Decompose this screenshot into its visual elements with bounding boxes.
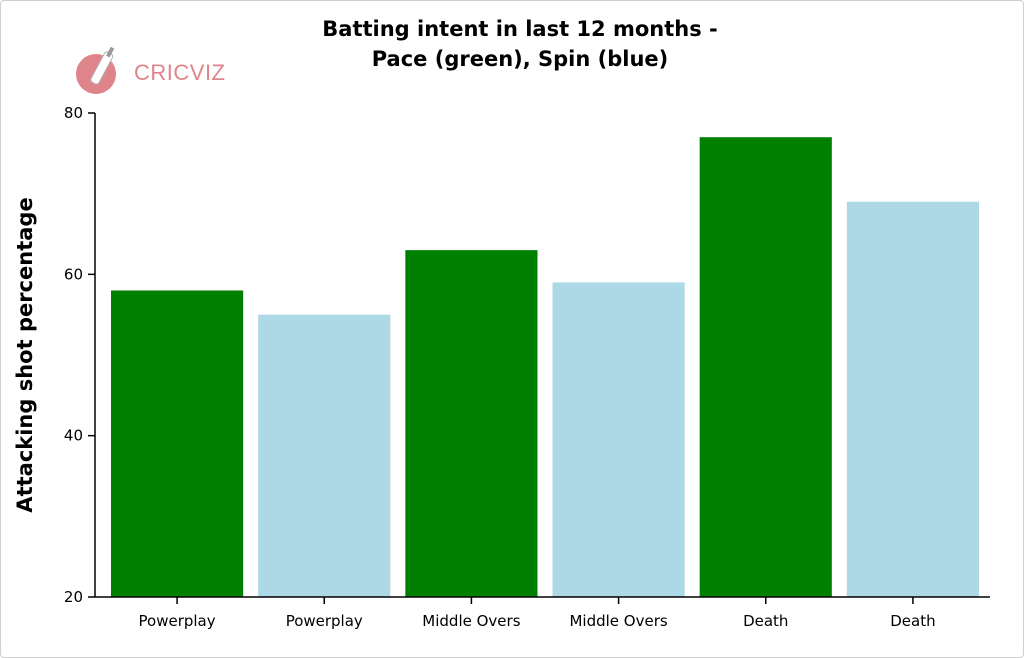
- bars-group: [111, 137, 979, 597]
- bar-2: [258, 314, 391, 597]
- logo-text: CRICVIZ: [134, 60, 226, 85]
- y-tick-label: 80: [64, 104, 83, 122]
- x-tick-label: Death: [743, 612, 788, 630]
- x-tick-label: Powerplay: [139, 612, 216, 630]
- x-tick-label: Powerplay: [286, 612, 363, 630]
- axes-group: [94, 113, 990, 598]
- y-tick-label: 60: [64, 265, 83, 283]
- cricket-bat-logo-icon: [76, 46, 116, 94]
- chart-title: Batting intent in last 12 months - Pace …: [310, 14, 730, 74]
- y-ticks-group: 20 40 60 80: [64, 104, 95, 606]
- y-tick-label: 40: [64, 427, 83, 445]
- x-tick-label: Middle Overs: [422, 612, 520, 630]
- bar-4: [552, 282, 685, 597]
- y-tick-label: 20: [64, 588, 83, 606]
- bar-6: [846, 201, 979, 597]
- y-axis-title: Attacking shot percentage: [13, 197, 37, 512]
- bar-5: [699, 137, 832, 597]
- chart-title-line-1: Batting intent in last 12 months -: [322, 17, 718, 41]
- x-tick-label: Death: [890, 612, 935, 630]
- x-tick-label: Middle Overs: [569, 612, 667, 630]
- chart-title-line-2: Pace (green), Spin (blue): [371, 47, 669, 71]
- cricviz-logo: CRICVIZ: [74, 46, 234, 102]
- x-ticks-group: Powerplay Powerplay Middle Overs Middle Ove…: [139, 597, 936, 630]
- bar-3: [405, 250, 538, 597]
- bar-1: [111, 290, 244, 597]
